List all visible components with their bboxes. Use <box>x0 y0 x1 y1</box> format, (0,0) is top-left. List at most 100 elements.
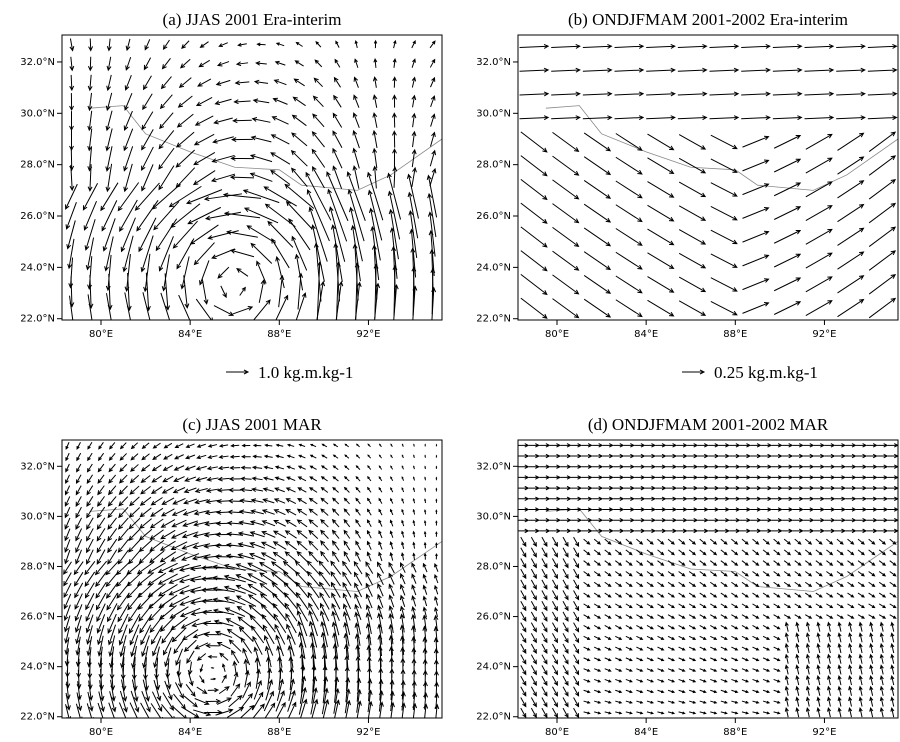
wind-vector <box>877 496 889 502</box>
wind-vector <box>687 528 699 534</box>
wind-vector <box>657 689 665 694</box>
wind-vector <box>741 592 749 598</box>
wind-vector <box>308 508 318 516</box>
wind-vector <box>353 560 363 575</box>
wind-vector <box>657 668 665 672</box>
wind-vector <box>158 236 174 272</box>
wind-vector <box>276 701 286 718</box>
wind-vector <box>223 574 246 583</box>
wind-vector <box>560 475 572 480</box>
wind-vector <box>96 528 106 542</box>
wind-vector <box>210 677 217 681</box>
panel-title: (b) ONDJFMAM 2001-2002 Era-interim <box>568 10 848 29</box>
wind-vector <box>678 252 707 269</box>
wind-vector <box>604 668 612 672</box>
wind-vector <box>391 112 397 128</box>
wind-vector <box>129 474 140 484</box>
wind-vector <box>216 487 231 493</box>
wind-vector <box>750 496 762 502</box>
wind-vector <box>106 56 112 72</box>
wind-vector <box>422 584 428 595</box>
wind-vector <box>64 528 71 542</box>
wind-vector <box>562 590 569 601</box>
wind-vector <box>805 653 810 664</box>
wind-vector <box>634 507 646 512</box>
wind-vector <box>307 591 320 610</box>
wind-vector <box>666 496 678 502</box>
wind-vector <box>109 442 116 450</box>
wind-vector <box>530 622 537 633</box>
wind-vector <box>625 625 633 630</box>
wind-vector <box>739 443 752 448</box>
wind-vector <box>804 115 835 121</box>
wind-vector <box>105 582 119 599</box>
wind-vector <box>69 74 75 92</box>
wind-vector <box>552 568 558 580</box>
wind-vector <box>331 550 340 563</box>
wind-vector <box>193 242 215 266</box>
wind-vector <box>253 79 269 85</box>
wind-vector <box>530 611 537 622</box>
wind-vector <box>890 621 895 632</box>
wind-vector <box>344 443 350 448</box>
y-tick-label: 28.0°N <box>20 160 55 171</box>
wind-vector <box>792 475 804 480</box>
wind-vector <box>615 711 623 715</box>
wind-vector <box>265 656 271 679</box>
wind-vector <box>168 574 190 584</box>
wind-vector <box>562 600 569 612</box>
wind-vector <box>170 530 188 539</box>
wind-vector <box>331 508 340 516</box>
wind-vector <box>646 43 676 49</box>
wind-vector <box>583 251 612 271</box>
wind-vector <box>615 603 623 609</box>
wind-vector <box>411 94 417 108</box>
wind-vector <box>666 517 678 523</box>
wind-vector <box>560 485 572 491</box>
wind-vector <box>795 696 800 707</box>
wind-vector <box>123 146 134 172</box>
wind-vector <box>688 646 697 651</box>
wind-vector <box>530 590 537 601</box>
wind-vector <box>792 507 804 512</box>
wind-vector <box>347 188 365 242</box>
wind-vector <box>824 496 836 502</box>
wind-vector <box>352 112 360 128</box>
wind-vector <box>571 475 583 480</box>
wind-vector <box>773 635 781 640</box>
wind-vector <box>866 507 878 512</box>
wind-vector <box>750 475 762 480</box>
y-tick-label: 22.0°N <box>476 712 511 723</box>
wind-vector <box>311 698 319 718</box>
wind-vector <box>762 646 771 651</box>
wind-vector <box>539 507 551 512</box>
wind-vector <box>118 613 129 635</box>
wind-vector <box>699 625 707 630</box>
wind-vector <box>378 540 383 550</box>
map-frame <box>61 34 443 321</box>
wind-vector <box>530 633 537 644</box>
wind-vector <box>308 609 318 637</box>
wind-vector <box>227 498 242 504</box>
wind-vector <box>560 496 572 502</box>
wind-vector <box>326 171 349 222</box>
wind-vector <box>678 603 686 609</box>
wind-vector <box>318 570 331 587</box>
wind-vector <box>388 561 395 574</box>
wind-vector <box>666 443 678 448</box>
wind-vector <box>710 300 738 316</box>
wind-vector <box>284 530 297 539</box>
wind-vector <box>75 496 82 507</box>
wind-vector <box>710 689 718 694</box>
wind-vector <box>699 538 707 545</box>
wind-vector <box>815 592 823 598</box>
wind-vector <box>710 603 718 609</box>
wind-vector <box>117 549 129 565</box>
wind-vector <box>710 229 738 245</box>
wind-vector <box>273 79 287 86</box>
y-tick-label: 22.0°N <box>20 712 55 723</box>
wind-vector <box>199 260 210 286</box>
wind-vector <box>97 452 105 462</box>
wind-vector <box>84 582 95 599</box>
wind-vector <box>625 560 633 566</box>
